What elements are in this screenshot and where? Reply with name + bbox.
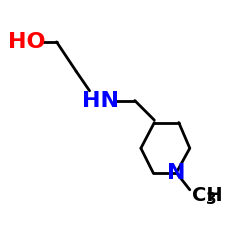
Text: 3: 3 xyxy=(206,192,216,207)
Text: HN: HN xyxy=(82,90,119,110)
Text: CH: CH xyxy=(192,186,223,206)
Text: HO: HO xyxy=(8,32,46,52)
Text: N: N xyxy=(167,163,186,183)
